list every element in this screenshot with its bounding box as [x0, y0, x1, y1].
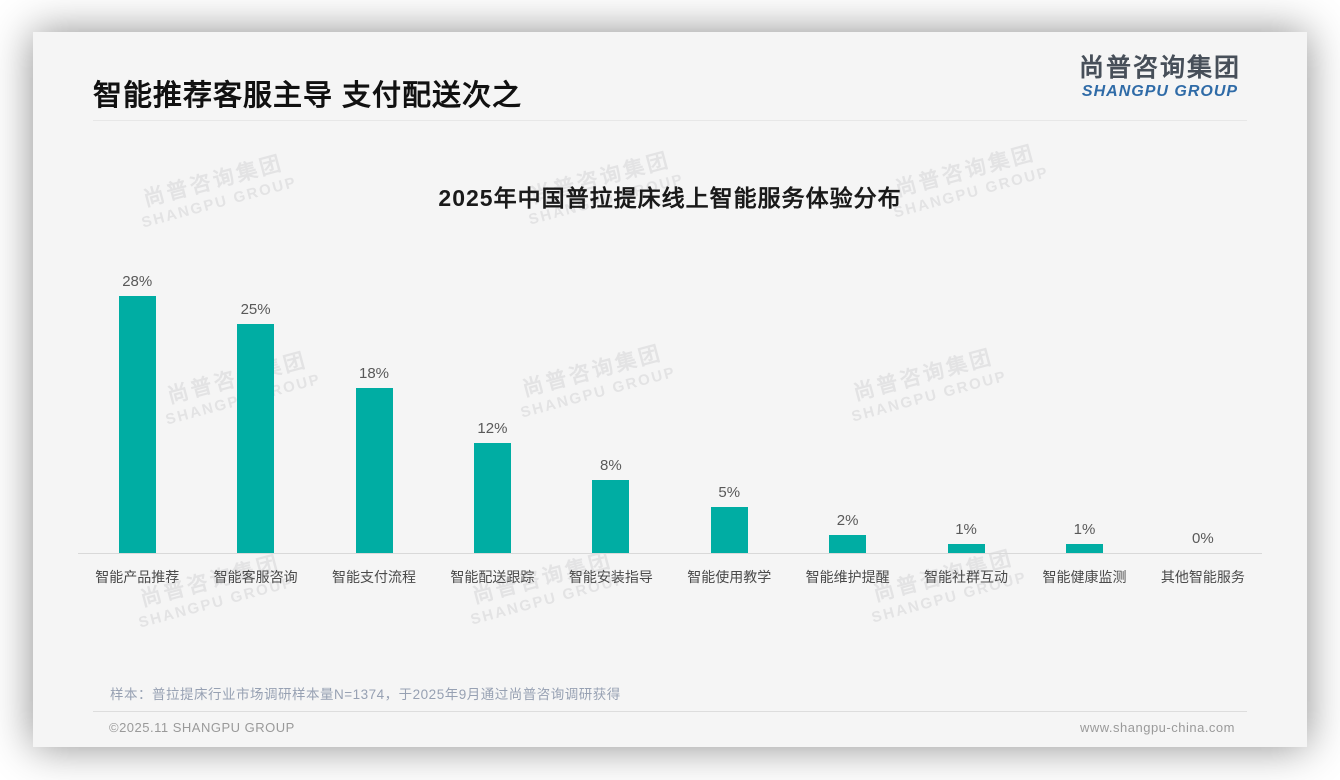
bar-column: 28%	[78, 273, 196, 553]
category-label: 智能产品推荐	[95, 569, 180, 585]
bar-column: 8%	[552, 457, 670, 553]
website-url: www.shangpu-china.com	[1079, 720, 1235, 735]
bar-chart: 28% 25% 18% 12% 8% 5% 2% 1% 1% 0% 智能产品推荐 智能客服咨询 智能支…	[78, 271, 1262, 587]
bar	[473, 443, 511, 553]
category-label: 智能社群互动	[924, 569, 1009, 585]
bar	[118, 296, 156, 553]
category-label: 智能客服咨询	[213, 569, 298, 585]
logo-english-text: SHANGPU GROUP	[1081, 82, 1239, 100]
bar	[829, 535, 867, 553]
logo-chinese-text: 尚普咨询集团	[1078, 54, 1241, 82]
bar	[710, 507, 748, 553]
bar-value-label: 1%	[1073, 521, 1096, 538]
bar	[947, 544, 985, 553]
sample-note: 样本：普拉提床行业市场调研样本量N=1374，于2025年9月通过尚普咨询调研获…	[110, 687, 621, 702]
chart-title: 2025年中国普拉提床线上智能服务体验分布	[438, 185, 902, 211]
bar-value-label: 12%	[477, 420, 508, 437]
bar-column: 1%	[907, 521, 1025, 553]
bar-value-label: 2%	[836, 512, 859, 529]
bar-column: 18%	[315, 365, 433, 553]
category-label: 智能健康监测	[1042, 569, 1127, 585]
bar	[355, 388, 393, 553]
bar-value-label: 5%	[718, 484, 741, 501]
bar-column: 1%	[1025, 521, 1143, 553]
bar-value-label: 25%	[240, 301, 271, 318]
bar	[237, 324, 275, 553]
bar-column: 12%	[433, 420, 551, 553]
title-divider	[93, 120, 1247, 121]
bars-row: 28% 25% 18% 12% 8% 5% 2% 1% 1% 0%	[78, 271, 1262, 554]
category-axis: 智能产品推荐 智能客服咨询 智能支付流程 智能配送跟踪 智能安装指导 智能使用教学 智能维护…	[78, 567, 1262, 587]
category-label: 智能配送跟踪	[450, 569, 535, 585]
footer-divider	[93, 711, 1247, 712]
bar-value-label: 0%	[1192, 530, 1214, 547]
bar-value-label: 28%	[122, 273, 153, 290]
category-label: 智能支付流程	[332, 569, 417, 585]
bar-value-label: 18%	[359, 365, 390, 382]
category-label: 智能使用教学	[687, 569, 772, 585]
category-label: 智能维护提醒	[805, 569, 890, 585]
bar-column: 5%	[670, 484, 788, 553]
bar	[592, 480, 630, 553]
category-label: 其他智能服务	[1160, 569, 1245, 585]
shangpu-logo: 尚普咨询集团 SHANGPU GROUP	[1079, 54, 1241, 101]
bar-value-label: 8%	[599, 457, 622, 474]
bar-value-label: 1%	[955, 521, 977, 538]
bar	[1065, 544, 1103, 553]
copyright-text: ©2025.11 SHANGPU GROUP	[109, 720, 295, 735]
bar-column: 0%	[1144, 530, 1262, 553]
bar-column: 25%	[196, 301, 314, 553]
category-label: 智能安装指导	[568, 569, 653, 585]
bar-column: 2%	[788, 512, 906, 553]
page-title: 智能推荐客服主导 支付配送次之	[93, 80, 523, 112]
slide-card: 尚普咨询集团 SHANGPU GROUP 尚普咨询集团 SHANGPU GROUP 尚普…	[33, 32, 1307, 747]
